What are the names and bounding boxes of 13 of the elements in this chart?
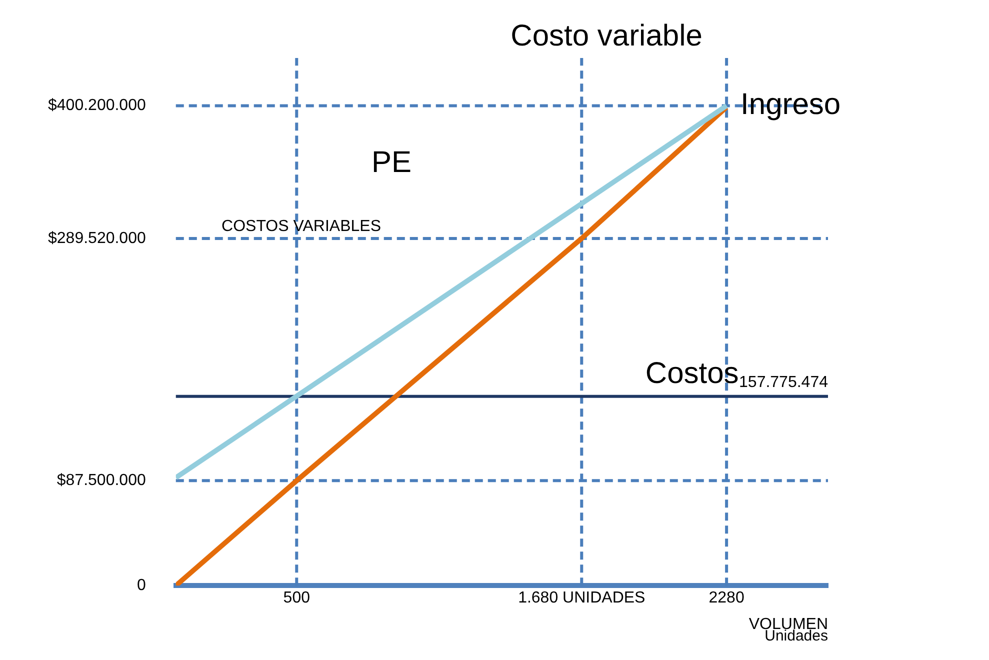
annotation: PE bbox=[372, 146, 412, 179]
ref-line-label: 157.775.474 bbox=[739, 374, 828, 391]
x-tick-label: 500 bbox=[283, 590, 310, 607]
x-tick-label: 2280 bbox=[708, 590, 744, 607]
y-tick-label: $400.200.000 bbox=[48, 97, 146, 114]
y-tick-label: 0 bbox=[136, 577, 146, 594]
series-label: Costo variable bbox=[510, 19, 702, 52]
x-tick-label: 1.680 UNIDADES bbox=[518, 590, 646, 607]
y-tick-label: $87.500.000 bbox=[56, 472, 146, 490]
y-tick-label: $289.520.000 bbox=[48, 230, 146, 247]
series-label: Ingreso bbox=[740, 88, 841, 121]
annotation: Costos bbox=[645, 356, 739, 390]
annotation: COSTOS VARIABLES bbox=[222, 218, 381, 236]
